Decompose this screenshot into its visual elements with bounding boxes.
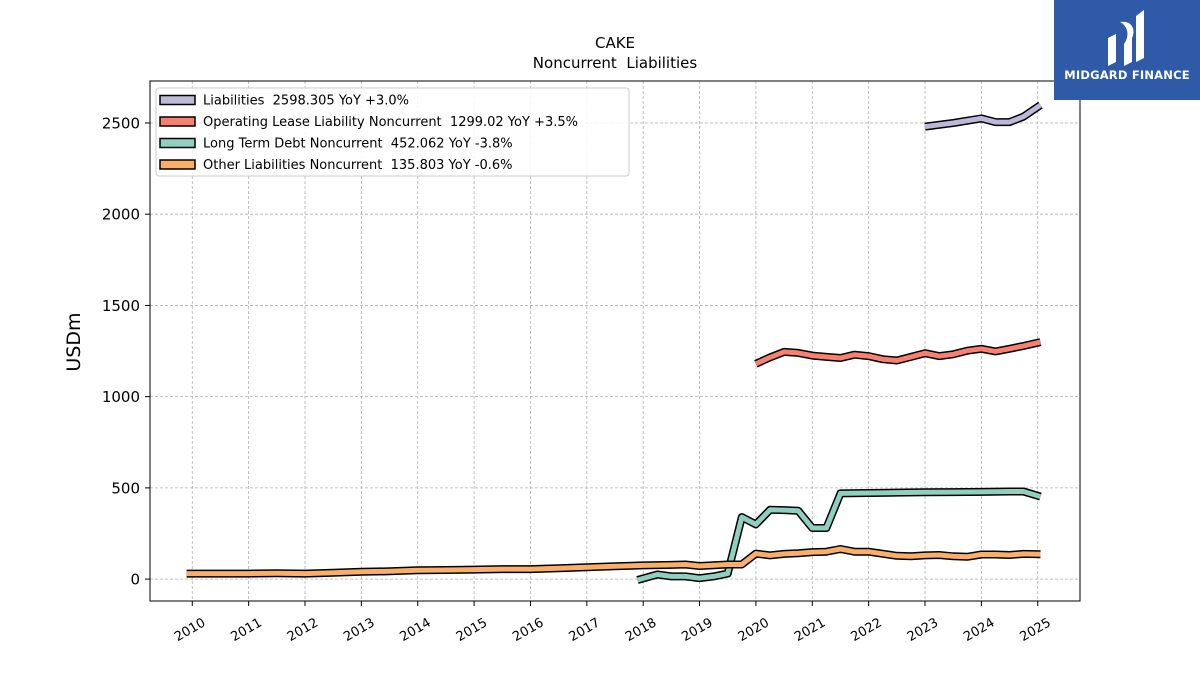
legend-label-0: Liabilities 2598.305 YoY +3.0%	[203, 94, 409, 109]
x-tick-label: 2012	[285, 615, 321, 645]
legend-label-1: Operating Lease Liability Noncurrent 129…	[203, 115, 578, 130]
series-layer	[186, 101, 1043, 584]
y-tick-label: 0	[130, 571, 140, 589]
y-tick-label: 1500	[102, 297, 140, 315]
legend-swatch-1	[159, 116, 196, 127]
chart-subtitle: Noncurrent Liabilities	[533, 54, 698, 72]
legend: Liabilities 2598.305 YoY +3.0% Operating …	[155, 87, 630, 177]
y-axis-label: USDm	[63, 312, 85, 371]
x-tick-label: 2025	[1018, 615, 1054, 645]
legend-label-2: Long Term Debt Noncurrent 452.062 YoY -3…	[203, 137, 513, 152]
x-tick-label: 2013	[341, 615, 377, 645]
y-tick-label: 500	[111, 479, 140, 497]
midgard-logo-icon	[1108, 10, 1144, 66]
series-line-2	[636, 489, 1042, 583]
plot-frame	[149, 80, 1081, 602]
legend-label-3: Other Liabilities Noncurrent 135.803 YoY…	[203, 158, 513, 173]
x-tick-label: 2016	[510, 615, 546, 645]
legend-swatch-2	[159, 137, 196, 149]
x-tick-label: 2020	[736, 615, 772, 645]
midgard-finance-logo: MIDGARD FINANCE	[1054, 0, 1200, 100]
x-tick-label: 2024	[961, 615, 997, 645]
x-tick-label: 2014	[398, 615, 434, 645]
series-line-3	[186, 546, 1041, 577]
y-tick-label: 2000	[102, 206, 140, 224]
series-outline-3	[186, 545, 1041, 578]
series-line-1	[754, 339, 1042, 367]
y-tick-label: 2500	[102, 114, 140, 132]
x-tick-label: 2017	[567, 615, 603, 645]
x-tick-label: 2015	[454, 615, 490, 645]
legend-swatch-0	[159, 94, 196, 106]
legend-swatch-3	[159, 159, 196, 170]
logo-text: MIDGARD FINANCE	[1064, 68, 1190, 82]
x-tick-label: 2022	[848, 615, 884, 645]
x-tick-label: 2010	[172, 615, 208, 645]
x-tick-label: 2021	[792, 615, 828, 645]
x-tick-label: 2011	[228, 615, 264, 645]
x-tick-label: 2023	[905, 615, 941, 645]
chart-title: CAKE	[595, 34, 635, 52]
x-tick-label: 2018	[623, 615, 659, 645]
legend-box	[155, 87, 630, 177]
y-tick-label: 1000	[102, 388, 140, 406]
series-line-0	[924, 103, 1042, 130]
x-tick-label: 2019	[679, 615, 715, 645]
